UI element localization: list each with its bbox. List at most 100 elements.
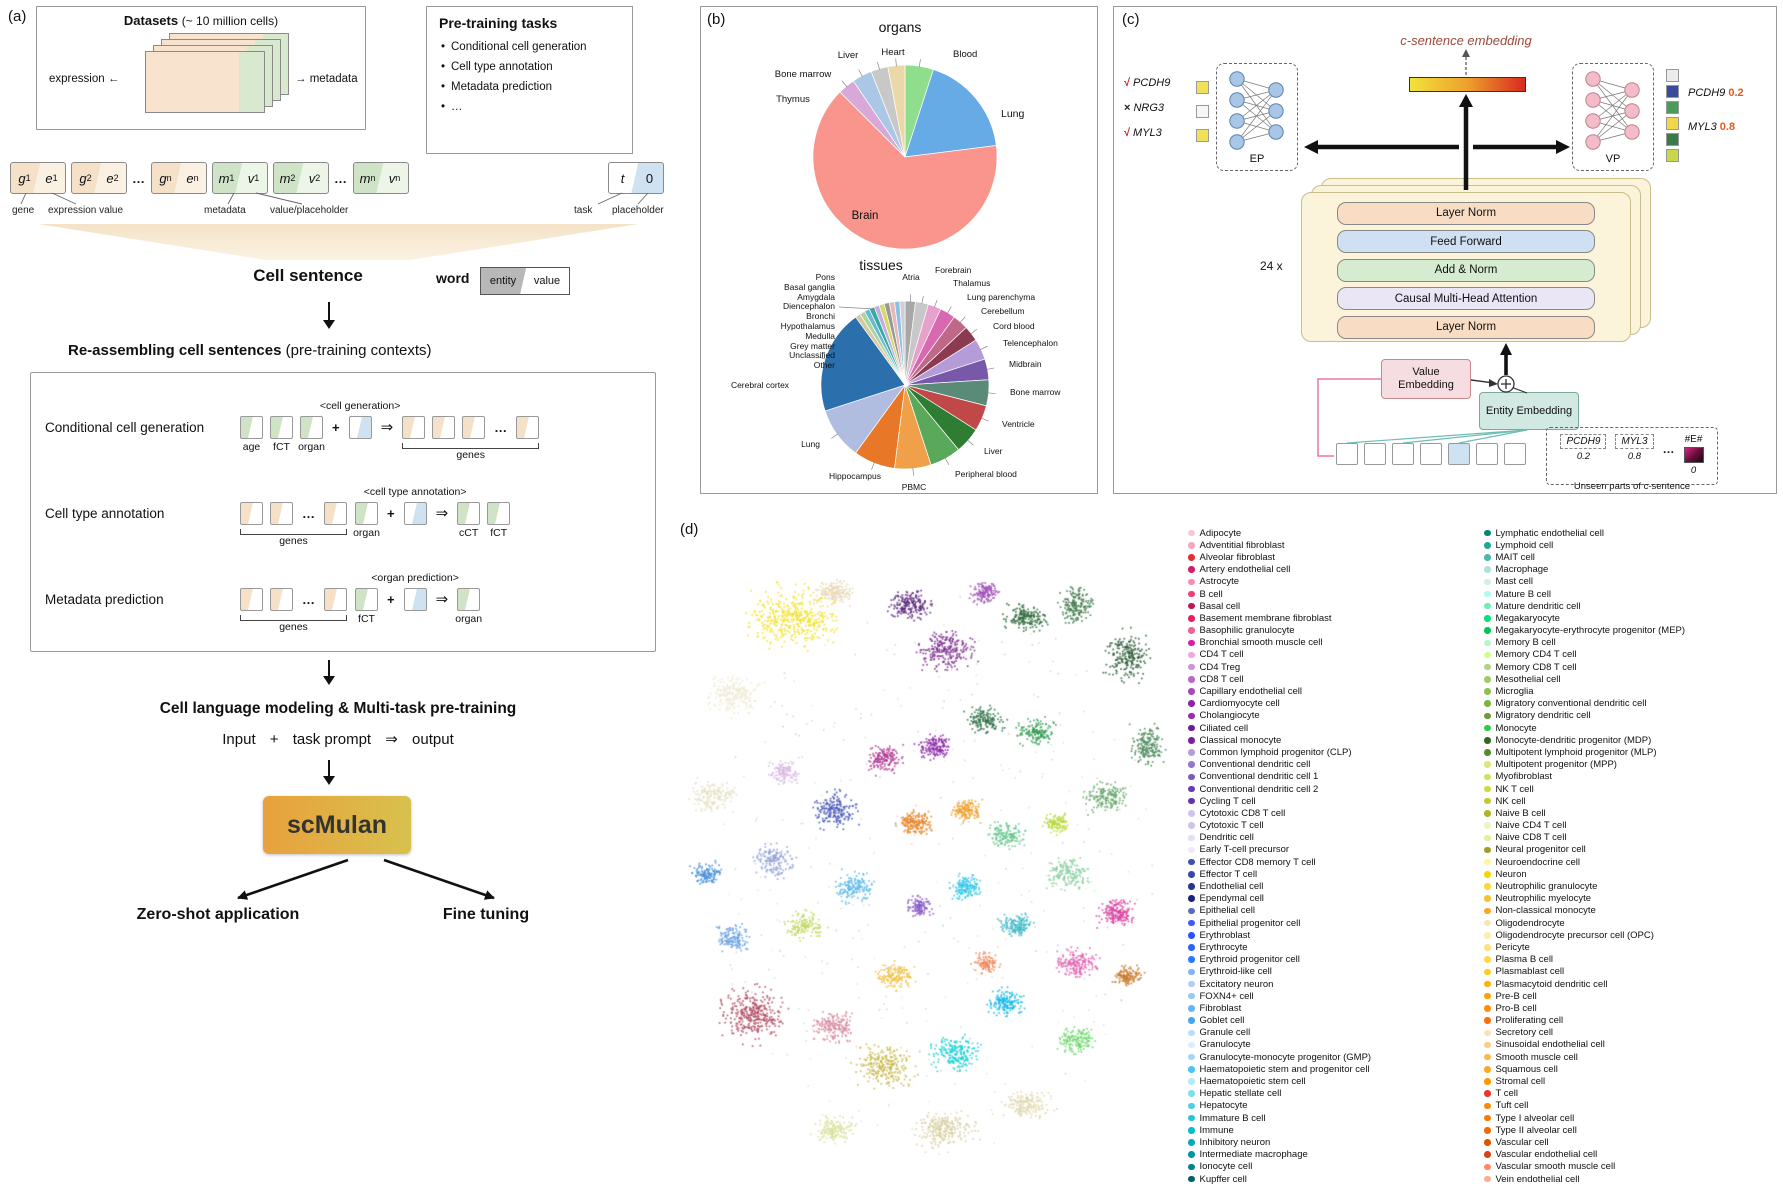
legend-label: CD4 T cell xyxy=(1200,649,1244,660)
legend-label: Memory CD4 T cell xyxy=(1496,649,1577,660)
legend-item: Squamous cell xyxy=(1484,1063,1776,1075)
legend-item: Multipotent progenitor (MPP) xyxy=(1484,759,1776,771)
legend-dot xyxy=(1188,1151,1195,1158)
legend-dot xyxy=(1188,542,1195,549)
legend-label: MAIT cell xyxy=(1496,552,1535,563)
legend-item: FOXN4+ cell xyxy=(1188,990,1480,1002)
pie-label: Heart xyxy=(881,47,905,58)
equation-output: output xyxy=(412,731,454,748)
legend-label: Megakaryocyte xyxy=(1496,613,1560,624)
legend-dot xyxy=(1484,956,1491,963)
legend-item: Plasmacytoid dendritic cell xyxy=(1484,978,1776,990)
legend-dot xyxy=(1484,1005,1491,1012)
token xyxy=(324,502,347,525)
legend-label: CD8 T cell xyxy=(1200,674,1244,685)
legend-dot xyxy=(1188,847,1195,854)
legend-dot xyxy=(1188,627,1195,634)
down-arrow-1 xyxy=(328,302,330,326)
legend-label: Goblet cell xyxy=(1200,1015,1245,1026)
token-square xyxy=(1666,101,1679,114)
legend-item: Pro-B cell xyxy=(1484,1002,1776,1014)
vp-network-icon xyxy=(1575,67,1651,151)
legend-dot xyxy=(1188,1078,1195,1085)
token-label: fCT xyxy=(490,527,507,539)
pie-label: Liver xyxy=(838,50,859,61)
legend-dot xyxy=(1188,1164,1195,1171)
legend-label: Pre-B cell xyxy=(1496,991,1537,1002)
row2-gene-inputs: … genes xyxy=(240,502,347,525)
legend-label: Adventitial fibroblast xyxy=(1200,540,1285,551)
vp-decoder-box: VP xyxy=(1572,63,1654,171)
legend-item: Myofibroblast xyxy=(1484,771,1776,783)
input-gene-list: √ PCDH9 × NRG3 √ MYL3 xyxy=(1124,77,1170,152)
pretraining-item: Metadata prediction xyxy=(439,81,620,93)
unseen-token-name: PCDH9 xyxy=(1560,434,1606,449)
legend-item: Monocyte xyxy=(1484,722,1776,734)
legend-dot xyxy=(1484,810,1491,817)
legend-dot xyxy=(1188,700,1195,707)
pie-label: Lung xyxy=(801,439,820,449)
legend-dot xyxy=(1484,798,1491,805)
legend-label: Inhibitory neuron xyxy=(1200,1137,1271,1148)
unseen-token-name: #E# xyxy=(1685,434,1703,445)
legend-label: Lymphoid cell xyxy=(1496,540,1554,551)
legend-item: Dendritic cell xyxy=(1188,832,1480,844)
gene-value-row: PCDH9 0.2 xyxy=(1688,87,1744,99)
c-sentence-token-row xyxy=(1336,443,1526,465)
legend-dot xyxy=(1188,761,1195,768)
legend-label: Oligodendrocyte precursor cell (OPC) xyxy=(1496,930,1654,941)
legend-dot xyxy=(1484,1090,1491,1097)
legend-dot xyxy=(1188,798,1195,805)
legend-item: Tuft cell xyxy=(1484,1100,1776,1112)
legend-label: Smooth muscle cell xyxy=(1496,1052,1578,1063)
legend-item: Astrocyte xyxy=(1188,576,1480,588)
legend-label: Megakaryocyte-erythrocyte progenitor (ME… xyxy=(1496,625,1686,636)
token-label: fCT xyxy=(358,613,375,625)
legend-label: B cell xyxy=(1200,589,1223,600)
legend-item: Goblet cell xyxy=(1188,1015,1480,1027)
pie-label: Ventricle xyxy=(1002,419,1035,429)
legend-item: Microglia xyxy=(1484,685,1776,697)
legend-label: Microglia xyxy=(1496,686,1534,697)
token xyxy=(300,416,323,439)
legend-item: Secretory cell xyxy=(1484,1027,1776,1039)
legend-label: Mature dendritic cell xyxy=(1496,601,1581,612)
legend-label: Squamous cell xyxy=(1496,1064,1558,1075)
plus-sign: + xyxy=(387,592,395,607)
c-sentence-token xyxy=(1364,443,1386,465)
legend-dot xyxy=(1188,615,1195,622)
pie-label: Bone marrow xyxy=(775,69,832,80)
legend-label: Endothelial cell xyxy=(1200,881,1264,892)
token xyxy=(457,502,480,525)
legend-label: Secretory cell xyxy=(1496,1027,1554,1038)
legend-dot xyxy=(1484,640,1491,647)
legend-dot xyxy=(1188,640,1195,647)
legend-dot xyxy=(1188,664,1195,671)
token xyxy=(240,502,263,525)
legend-dot xyxy=(1188,810,1195,817)
legend-label: Lymphatic endothelial cell xyxy=(1496,528,1604,539)
legend-label: Oligodendrocyte xyxy=(1496,918,1565,929)
legend-dot xyxy=(1484,786,1491,793)
legend-dot xyxy=(1188,1127,1195,1134)
down-arrow-3 xyxy=(328,760,330,782)
legend-dot xyxy=(1188,603,1195,610)
row2-outputs: cCT fCT xyxy=(457,502,510,525)
c-sentence-token xyxy=(1448,443,1470,465)
legend-item: Cytotoxic T cell xyxy=(1188,820,1480,832)
panel-d-label: (d) xyxy=(680,521,698,538)
legend-dot xyxy=(1484,1115,1491,1122)
legend-item: Plasmablast cell xyxy=(1484,966,1776,978)
legend-item: Mast cell xyxy=(1484,576,1776,588)
legend-item: Cholangiocyte xyxy=(1188,710,1480,722)
legend-dot xyxy=(1188,1103,1195,1110)
legend-label: FOXN4+ cell xyxy=(1200,991,1254,1002)
legend-dot xyxy=(1484,871,1491,878)
legend-item: Ionocyte cell xyxy=(1188,1161,1480,1173)
legend-item: Artery endothelial cell xyxy=(1188,564,1480,576)
equation-task-prompt: task prompt xyxy=(293,731,371,748)
c-sentence-embedding-title: c-sentence embedding xyxy=(1354,33,1578,48)
caption-value-placeholder: value/placeholder xyxy=(270,205,348,216)
legend-item: Hepatocyte xyxy=(1188,1100,1480,1112)
legend-dot xyxy=(1484,688,1491,695)
